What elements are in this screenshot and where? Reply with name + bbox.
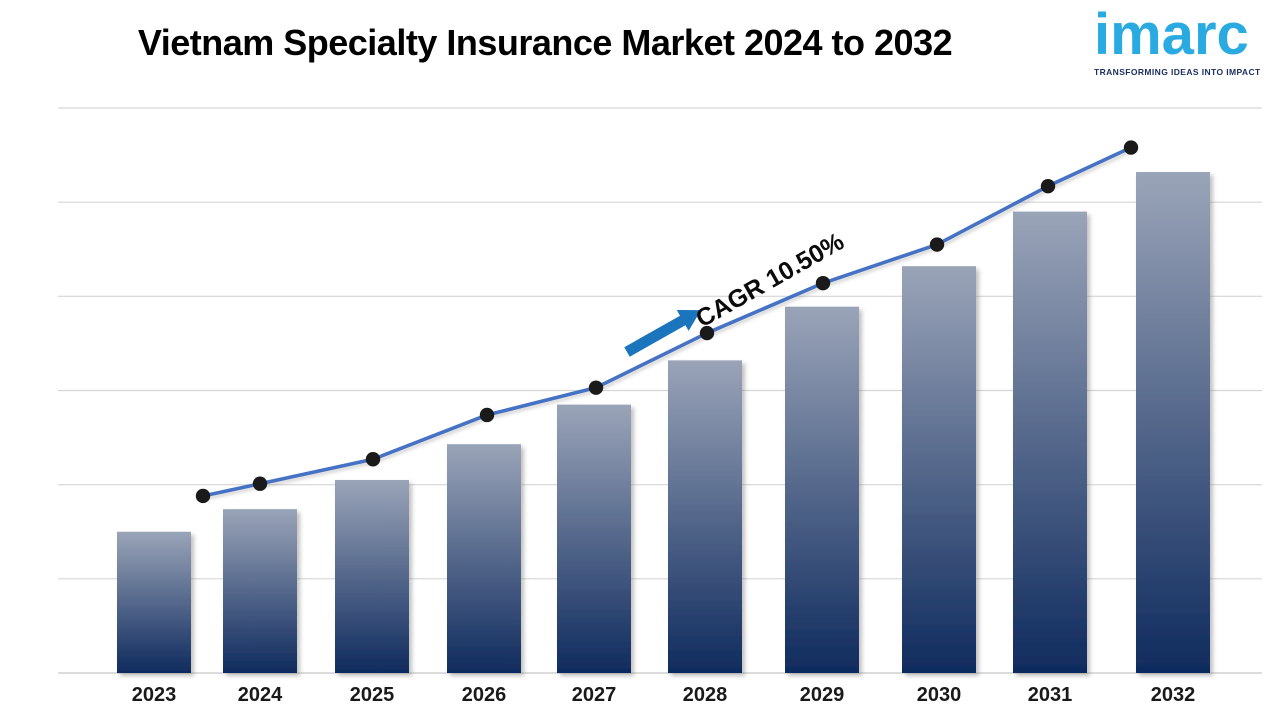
x-axis-label-2032: 2032 [1151, 684, 1196, 706]
bar-2024 [223, 509, 297, 673]
data-point-marker-2031 [1040, 178, 1056, 194]
x-axis-label-2031: 2031 [1028, 684, 1073, 706]
data-point-marker-2025 [365, 452, 381, 467]
data-point-marker-2028 [699, 325, 715, 341]
bar-2026 [447, 444, 521, 673]
bar-2028 [668, 360, 742, 673]
bar-2029 [785, 306, 859, 673]
x-axis-label-2025: 2025 [350, 684, 395, 706]
trend-line [202, 145, 1132, 498]
bar-2023 [117, 531, 191, 673]
x-axis-label-2026: 2026 [462, 684, 507, 706]
bar-2025 [335, 479, 409, 673]
data-point-marker-2032 [1123, 140, 1139, 155]
x-axis-label-2029: 2029 [800, 684, 845, 706]
imarc-logo-tagline: TRANSFORMING IDEAS INTO IMPACT [1094, 67, 1261, 77]
data-point-marker-2030 [929, 237, 945, 252]
growth-arrow-icon [624, 310, 701, 357]
x-axis-label-2028: 2028 [683, 684, 728, 706]
imarc-logo-wordmark: imarc [1094, 2, 1249, 67]
imarc-logo: imarc TRANSFORMING IDEAS INTO IMPACT [1094, 2, 1261, 78]
trend-line-series [195, 140, 1139, 504]
x-axis-label-2023: 2023 [132, 684, 177, 706]
chart-title: Vietnam Specialty Insurance Market 2024 … [137, 22, 953, 63]
data-point-marker-2024 [252, 476, 268, 491]
x-axis-labels: 2023 2024 2025 2026 2027 2028 2029 2030 2031 2032 [132, 684, 1196, 706]
data-point-marker-2026 [479, 407, 495, 423]
data-point-marker-2027 [588, 380, 604, 395]
x-axis-label-2030: 2030 [917, 684, 962, 706]
bar-2032 [1136, 172, 1210, 674]
bar-2031 [1013, 211, 1087, 674]
x-axis-label-2024: 2024 [238, 684, 283, 706]
bar-2030 [902, 266, 976, 673]
bar-series [117, 172, 1210, 674]
x-axis-label-2027: 2027 [572, 684, 617, 706]
data-point-marker-2023 [195, 488, 211, 504]
bar-2027 [557, 404, 631, 673]
data-point-marker-2029 [815, 275, 831, 291]
